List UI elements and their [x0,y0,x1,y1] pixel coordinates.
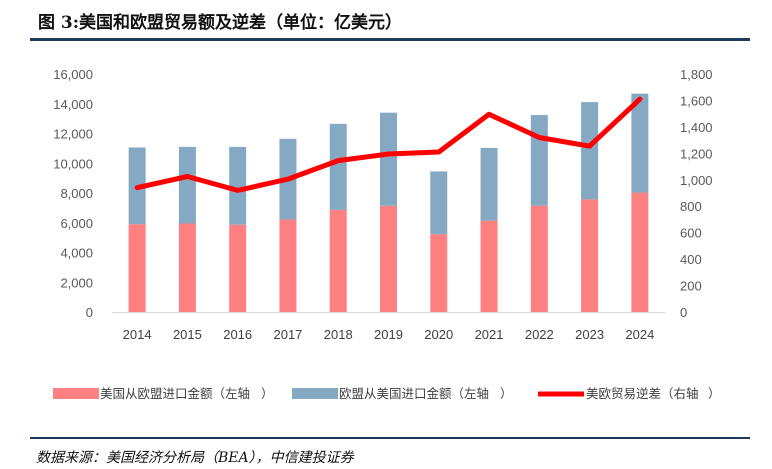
footer-rule [30,437,750,439]
left-axis-tick: 14,000 [53,97,93,112]
right-axis-tick: 600 [680,226,702,241]
bar-us-imports-2023 [581,199,599,312]
right-axis-tick: 200 [680,279,702,294]
bar-us-imports-2014 [128,224,146,312]
bar-eu-imports-2020 [430,171,448,235]
x-axis-ticks: 2014 2015 2016 2017 2018 2019 2020 2021 2022 2023… [123,327,655,342]
right-axis-tick: 400 [680,252,702,267]
bar-eu-imports-2019 [380,112,397,206]
bar-eu-imports-2015 [178,146,196,224]
bar-us-imports-2015 [178,223,196,312]
x-axis-tick: 2021 [475,327,504,342]
x-axis-tick: 2023 [575,327,604,342]
left-axis-tick: 8,000 [60,186,93,201]
x-axis-tick: 2018 [324,327,353,342]
legend-label-eu-imports: 欧盟从美国进口金额（左轴 [339,386,489,401]
right-axis-tick: 1,400 [680,120,713,135]
x-axis-tick: 2022 [525,327,554,342]
left-axis-tick: 2,000 [60,275,93,290]
legend-swatch-eu-imports [292,388,338,399]
bars [128,93,649,312]
x-axis-tick: 2020 [424,327,453,342]
legend: 美国从欧盟进口金额（左轴 ） 欧盟从美国进口金额（左轴 ） 美欧贸易逆差（右轴 … [53,386,721,401]
left-axis-tick: 16,000 [53,67,93,82]
x-axis-tick: 2019 [374,327,403,342]
legend-paren-us-imports: ） [261,386,274,401]
x-axis-tick: 2017 [273,327,302,342]
x-axis-tick: 2016 [223,327,252,342]
x-axis-tick: 2014 [123,327,152,342]
legend-swatch-us-imports [53,388,99,399]
bar-eu-imports-2018 [329,123,347,210]
bar-us-imports-2024 [631,192,649,312]
bar-us-imports-2018 [329,209,347,312]
source-note: 数据来源：美国经济分析局（BEA），中信建投证券 [36,450,354,466]
deficit-line [134,96,643,193]
bar-eu-imports-2023 [581,102,599,200]
legend-paren-eu-imports: ） [500,386,513,401]
chart-title: 图 3:美国和欧盟贸易额及逆差（单位：亿美元） [38,13,403,33]
bar-us-imports-2016 [229,224,247,312]
legend-label-deficit: 美欧贸易逆差（右轴 [586,386,699,401]
left-axis-ticks: 0 2,000 4,000 6,000 8,000 10,000 12,000 14,000 1… [53,67,93,320]
bar-us-imports-2017 [279,219,297,312]
bar-us-imports-2019 [380,205,397,312]
left-axis-tick: 6,000 [60,216,93,231]
left-axis-tick: 10,000 [53,156,93,171]
bar-eu-imports-2016 [229,146,247,225]
title-rule [30,38,750,41]
bar-eu-imports-2024 [631,93,649,193]
right-axis-ticks: 0 200 400 600 800 1,000 1,200 1,400 1,600 1,800 [680,67,713,320]
right-axis-tick: 1,800 [680,67,713,82]
left-axis-tick: 4,000 [60,246,93,261]
chart: 0 2,000 4,000 6,000 8,000 10,000 12,000 14,000 1… [53,67,721,401]
left-axis-tick: 0 [86,305,93,320]
legend-paren-deficit: ） [708,386,721,401]
right-axis-tick: 800 [680,199,702,214]
bar-eu-imports-2022 [530,115,548,206]
right-axis-tick: 1,600 [680,93,713,108]
bar-us-imports-2021 [480,220,498,312]
right-axis-tick: 0 [680,305,687,320]
right-axis-tick: 1,200 [680,146,713,161]
bar-us-imports-2020 [430,234,448,312]
legend-label-us-imports: 美国从欧盟进口金额（左轴 [100,386,250,401]
left-axis-tick: 12,000 [53,127,93,142]
bar-eu-imports-2021 [480,147,498,221]
x-axis-tick: 2024 [625,327,654,342]
bar-us-imports-2022 [530,205,548,312]
x-axis-tick: 2015 [173,327,202,342]
right-axis-tick: 1,000 [680,173,713,188]
